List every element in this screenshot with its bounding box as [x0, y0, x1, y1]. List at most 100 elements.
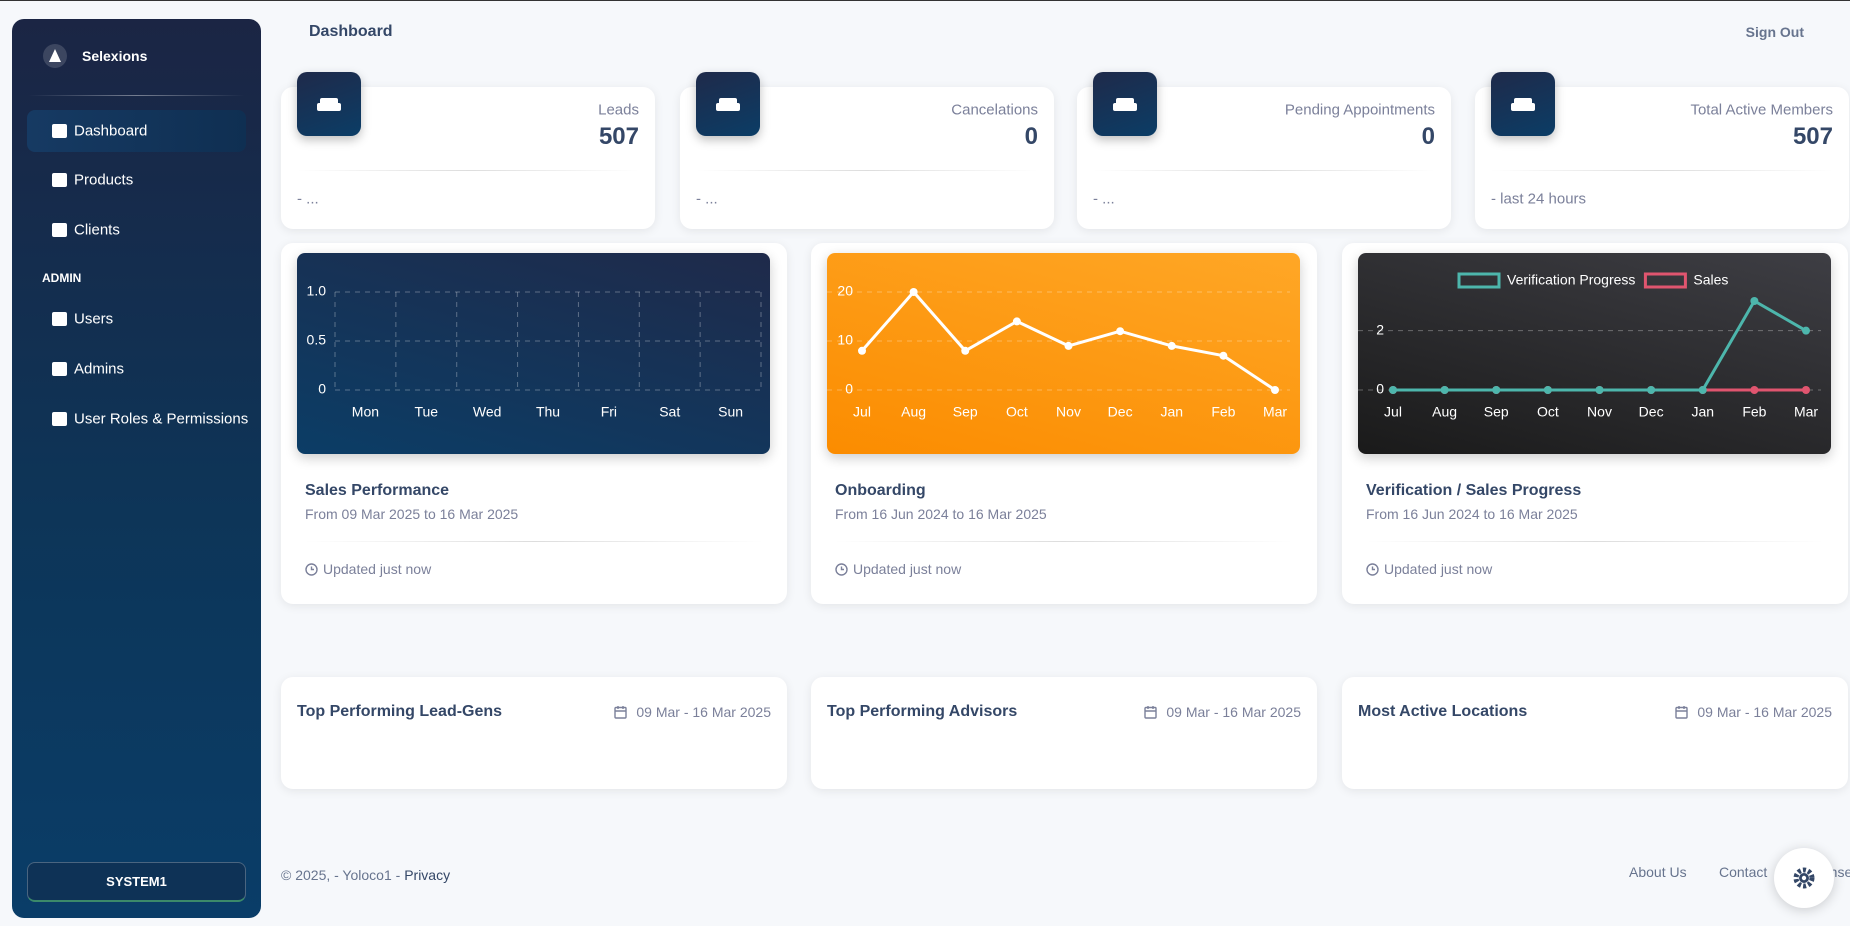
x-tick-label: Mon	[352, 404, 379, 420]
list-card: Most Active Locations 09 Mar - 16 Mar 202…	[1342, 677, 1848, 789]
nav-icon	[52, 223, 67, 237]
chart-title: Verification / Sales Progress	[1366, 482, 1582, 499]
nav-icon	[52, 312, 67, 326]
page-title: Dashboard	[309, 23, 393, 40]
stat-icon	[1093, 72, 1157, 136]
point	[1647, 386, 1656, 394]
nav-icon	[52, 362, 67, 376]
settings-button[interactable]	[1774, 848, 1834, 908]
divider	[1491, 170, 1833, 171]
point	[858, 346, 866, 355]
point	[1116, 327, 1125, 336]
point	[909, 288, 918, 296]
nav-item[interactable]: Admins	[27, 348, 246, 390]
point	[1271, 386, 1279, 394]
stat-label: Leads	[598, 101, 639, 119]
stat-note: - ...	[297, 190, 319, 208]
x-tick-label: Aug	[1432, 404, 1457, 420]
legend-swatch	[1457, 272, 1501, 289]
nav-item[interactable]: Users	[27, 298, 246, 340]
x-tick-label: Jan	[1691, 404, 1714, 420]
x-tick-label: Jul	[1384, 404, 1402, 420]
stat-card: Cancelations 0 - ...	[680, 72, 1054, 229]
clock-icon	[1366, 562, 1379, 576]
y-tick-label: 0	[1376, 381, 1384, 397]
chart: 0 10 20 Jul Aug Sep Oct Nov Dec Jan Feb Mar	[827, 283, 1290, 420]
sofa-icon	[1511, 98, 1535, 111]
y-tick-label: 2	[1376, 321, 1384, 337]
sign-out[interactable]: Sign Out	[1745, 24, 1804, 40]
nav-item[interactable]: Dashboard	[27, 110, 246, 152]
updated: Updated just now	[1366, 561, 1492, 577]
footer-link[interactable]: About Us	[1629, 864, 1687, 880]
x-tick-label: Feb	[1742, 404, 1766, 420]
point	[1595, 386, 1604, 394]
x-tick-label: Feb	[1211, 404, 1235, 420]
point	[1012, 317, 1021, 326]
copyright: © 2025, - Yoloco1 - Privacy	[281, 867, 450, 883]
line	[1393, 299, 1807, 392]
stat-icon	[696, 72, 760, 136]
divider	[835, 541, 1293, 542]
stat-value: 507	[1792, 123, 1833, 150]
nav-item[interactable]: Clients	[27, 209, 246, 251]
x-tick-label: Jan	[1160, 404, 1183, 420]
point	[1219, 351, 1228, 360]
sidebar: Selexions ADMIN SYSTEM1 Dashboard Product…	[12, 19, 261, 918]
nav-label: Dashboard	[74, 122, 148, 140]
x-tick-label: Sun	[718, 404, 743, 420]
legend-label: Sales	[1693, 272, 1728, 288]
privacy-link[interactable]: Privacy	[404, 867, 451, 883]
chart-card: 0 2 Jul Aug Sep Oct Nov Dec Jan Feb Mar Verificatio…	[1342, 243, 1848, 604]
x-tick-label: Jul	[853, 404, 871, 420]
point	[1064, 341, 1073, 350]
x-tick-label: Tue	[414, 404, 438, 420]
stat-value: 507	[598, 123, 639, 150]
point	[1389, 386, 1397, 394]
y-tick-label: 0.5	[307, 332, 327, 348]
y-tick-label: 1.0	[307, 283, 327, 299]
x-tick-label: Nov	[1587, 404, 1612, 420]
point	[961, 346, 970, 355]
point	[1802, 386, 1810, 394]
logo	[43, 44, 67, 68]
system-button[interactable]: SYSTEM1	[27, 862, 246, 902]
date-range: 09 Mar - 16 Mar 2025	[1675, 704, 1832, 720]
nav-item[interactable]: Products	[27, 159, 246, 201]
nav-label: Admins	[74, 360, 125, 378]
chart-area: 0 2 Jul Aug Sep Oct Nov Dec Jan Feb Mar Verificatio…	[1358, 253, 1831, 454]
section-label: ADMIN	[42, 271, 82, 285]
updated-text: Updated just now	[1384, 561, 1493, 577]
nav-label: Users	[74, 310, 114, 328]
divider	[28, 95, 245, 96]
gear-icon	[1793, 867, 1815, 889]
date-text: 09 Mar - 16 Mar 2025	[1166, 704, 1301, 720]
point	[1492, 386, 1501, 394]
x-tick-label: Dec	[1639, 404, 1664, 420]
stat-note: - last 24 hours	[1491, 190, 1587, 208]
x-tick-label: Thu	[536, 404, 560, 420]
point	[1750, 297, 1759, 305]
stat-label: Pending Appointments	[1284, 101, 1435, 119]
chart-subtitle: From 16 Jun 2024 to 16 Mar 2025	[835, 506, 1047, 522]
chart-area: 0 0.5 1.0 Mon Tue Wed Thu Fri Sat Sun	[297, 253, 770, 454]
x-tick-label: Oct	[1537, 404, 1559, 420]
x-tick-label: Dec	[1108, 404, 1133, 420]
chart-area: 0 10 20 Jul Aug Sep Oct Nov Dec Jan Feb Mar	[827, 253, 1300, 454]
sofa-icon	[716, 98, 740, 111]
nav-item[interactable]: User Roles & Permissions	[27, 398, 248, 440]
point	[1698, 386, 1707, 394]
x-tick-label: Wed	[473, 404, 502, 420]
footer-link[interactable]: Contact	[1719, 864, 1768, 880]
list-title: Most Active Locations	[1358, 703, 1528, 720]
stat-label: Cancelations	[951, 101, 1038, 119]
chart-subtitle: From 09 Mar 2025 to 16 Mar 2025	[305, 506, 519, 522]
date-text: 09 Mar - 16 Mar 2025	[636, 704, 771, 720]
y-tick-label: 20	[837, 283, 853, 299]
updated: Updated just now	[835, 561, 961, 577]
list-card: Top Performing Lead-Gens 09 Mar - 16 Mar …	[281, 677, 787, 789]
clock-icon	[835, 562, 848, 576]
y-tick-label: 10	[837, 332, 853, 348]
legend-label: Verification Progress	[1507, 272, 1635, 288]
